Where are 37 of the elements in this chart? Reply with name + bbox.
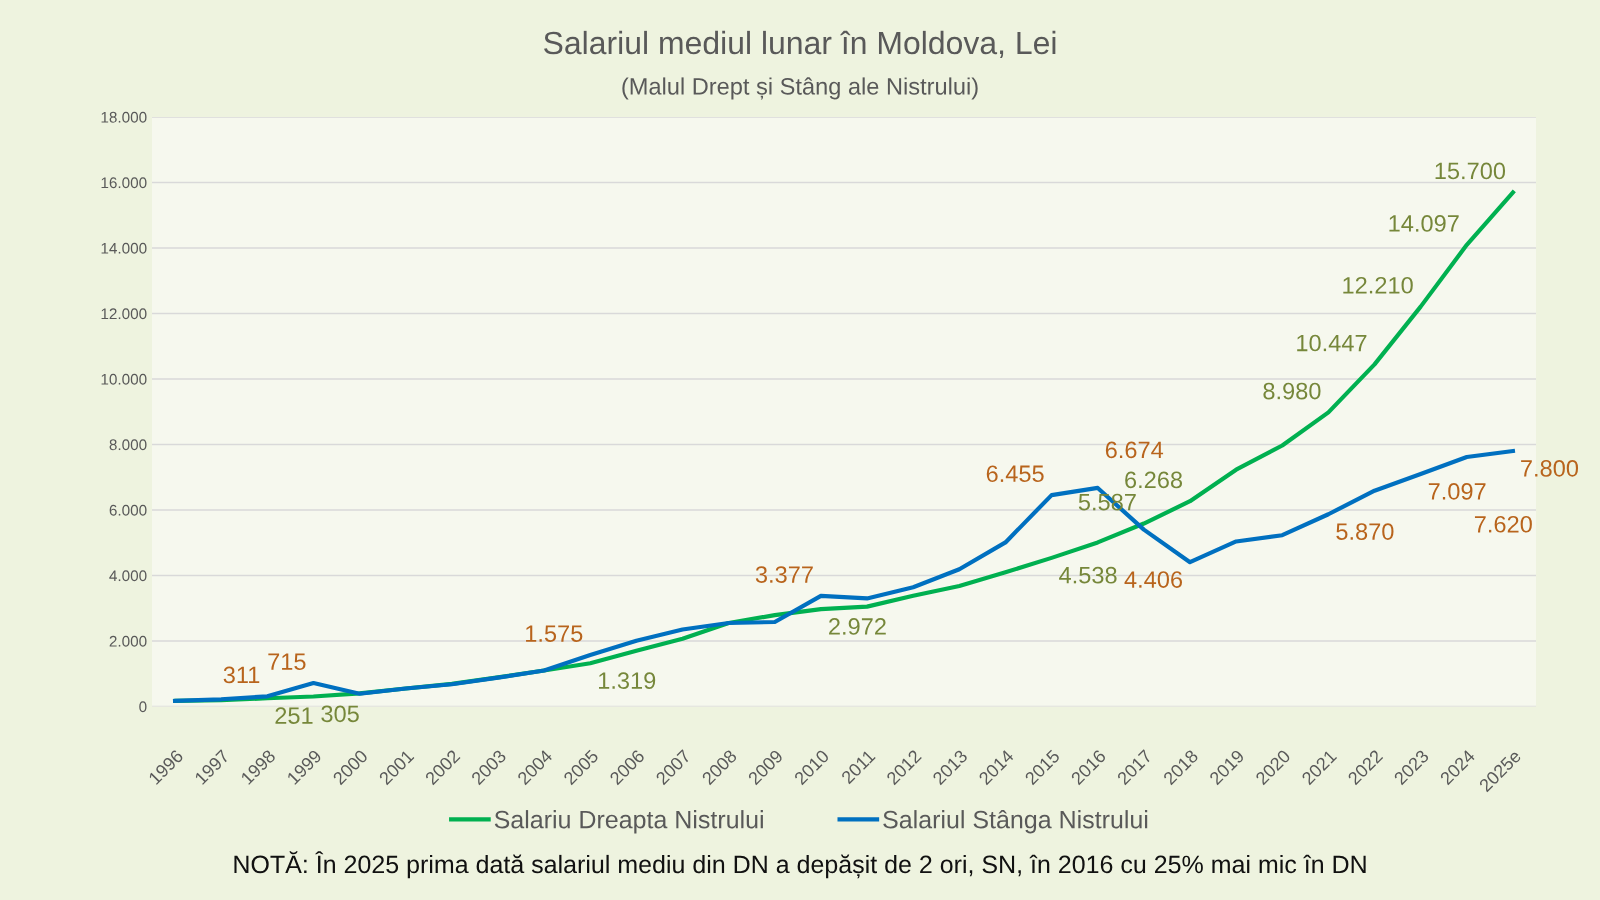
y-tick-label: 6.000	[109, 504, 147, 516]
data-label: 1.319	[599, 672, 656, 689]
data-label: 14.097	[1389, 215, 1459, 232]
data-label: 305	[321, 705, 359, 723]
data-label: 715	[268, 653, 306, 671]
y-tick-label: 12.000	[101, 308, 147, 320]
text: NOTĂ: În 2025 prima dată salariul mediu din DN a depășit de 2 ori, SN, în 2016 cu 25% mai mic în DN	[234, 851, 1366, 879]
y-tick-label: 10.000	[101, 373, 147, 385]
legend-label: Salariu Dreapta Nistrului	[494, 810, 763, 834]
data-label: 8.980	[1263, 382, 1321, 400]
y-tick-label: 8.000	[109, 439, 147, 451]
y-tick-label: 18.000	[101, 111, 147, 123]
data-label: 6.455	[986, 465, 1044, 483]
data-label: 5.870	[1336, 523, 1394, 540]
data-label: 12.210	[1343, 276, 1413, 294]
y-tick-label: 0	[139, 701, 147, 713]
data-label: 7.620	[1474, 515, 1532, 533]
data-label: 251	[275, 707, 313, 724]
chart-title: Salariul mediul lunar în Moldova, Lei	[544, 30, 1056, 59]
data-label: 2.972	[829, 618, 886, 635]
data-label: 6.674	[1105, 441, 1164, 459]
data-label: 1.575	[526, 625, 583, 642]
y-tick-label: 14.000	[101, 242, 147, 254]
legend-label: Salariul Stânga Nistrului	[883, 810, 1148, 834]
data-label: 3.377	[755, 566, 813, 583]
y-tick-label: 16.000	[101, 177, 147, 189]
data-label: 7.800	[1521, 460, 1579, 477]
chart-subtitle: (Malul Drept și Stâng ale Nistrului)	[622, 77, 978, 100]
data-label: 311	[223, 666, 260, 684]
data-label: 10.447	[1297, 334, 1367, 352]
y-tick-label: 4.000	[109, 570, 147, 582]
data-label: 6.268	[1125, 471, 1183, 489]
y-tick-label: 2.000	[109, 635, 147, 647]
data-label: 15.700	[1435, 162, 1506, 180]
data-label: 7.097	[1428, 483, 1486, 500]
data-label: 4.538	[1059, 566, 1117, 584]
data-label: 4.406	[1124, 571, 1183, 588]
